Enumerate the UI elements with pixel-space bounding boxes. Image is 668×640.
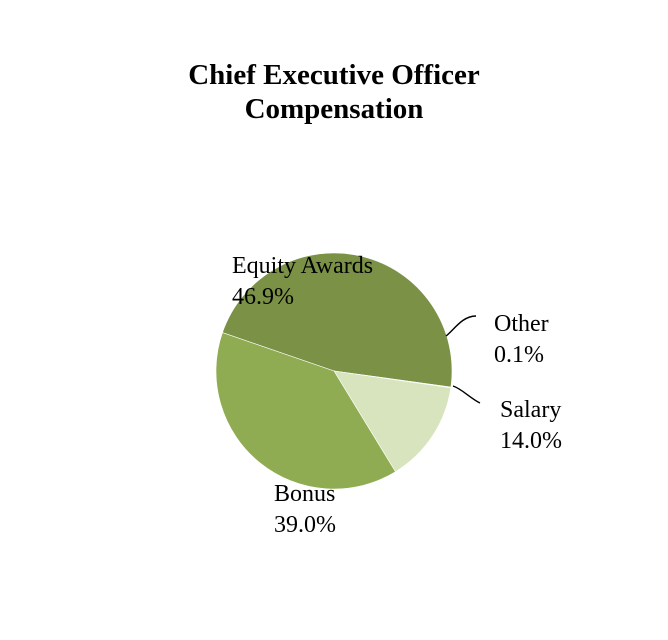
chart-title-line-2: Compensation <box>244 93 424 125</box>
slice-value-salary: 14.0% <box>500 428 562 454</box>
slice-label-other: Other 0.1% <box>494 309 549 371</box>
pie-slice-equity-awards <box>222 252 453 388</box>
pie-slice-bonus <box>215 332 396 490</box>
slice-label-bonus: Bonus 39.0% <box>274 479 336 541</box>
slice-name-bonus: Bonus <box>274 481 336 507</box>
slice-name-equity-awards: Equity Awards <box>232 253 374 279</box>
slice-value-other: 0.1% <box>494 342 544 368</box>
leader-line-other <box>445 315 477 337</box>
slice-label-equity-awards: Equity Awards 46.9% <box>232 251 373 313</box>
slice-value-bonus: 39.0% <box>274 512 336 538</box>
leader-line-salary <box>452 385 481 404</box>
chart-title: Chief Executive Officer Compensation <box>0 58 668 126</box>
chart-title-line-1: Chief Executive Officer <box>188 59 480 91</box>
slice-value-equity-awards: 46.9% <box>232 284 294 310</box>
slice-name-salary: Salary <box>500 397 562 423</box>
slice-name-other: Other <box>494 311 549 337</box>
pie-slices <box>215 252 453 490</box>
pie-slice-salary <box>333 370 452 473</box>
slice-label-salary: Salary 14.0% <box>500 395 562 457</box>
